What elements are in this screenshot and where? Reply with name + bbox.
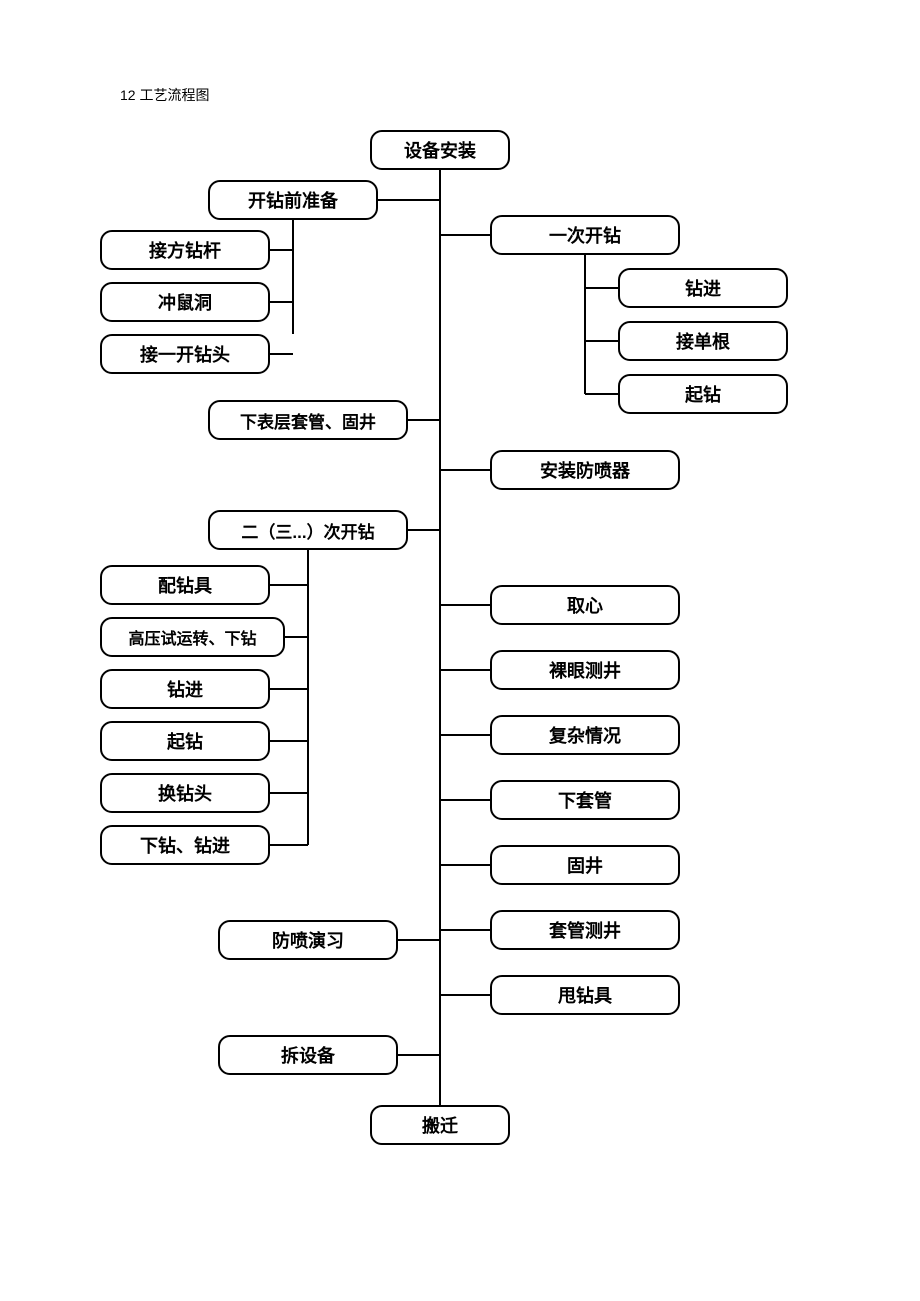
flow-node: 拆设备 — [218, 1035, 398, 1075]
flow-node: 钻进 — [618, 268, 788, 308]
flow-node: 接单根 — [618, 321, 788, 361]
flow-node-label: 拆设备 — [281, 1042, 335, 1068]
flow-node-label: 高压试运转、下钻 — [128, 625, 256, 649]
flow-node: 高压试运转、下钻 — [100, 617, 285, 657]
flow-node-label: 防喷演习 — [272, 927, 344, 953]
flow-node-label: 安装防喷器 — [540, 457, 630, 483]
flow-node: 接一开钻头 — [100, 334, 270, 374]
flow-node: 取心 — [490, 585, 680, 625]
flow-node-label: 接方钻杆 — [149, 237, 221, 263]
flow-node: 套管测井 — [490, 910, 680, 950]
flow-node-label: 冲鼠洞 — [158, 289, 212, 315]
flow-node: 接方钻杆 — [100, 230, 270, 270]
flow-node-label: 取心 — [567, 592, 603, 618]
flow-node: 换钻头 — [100, 773, 270, 813]
flow-node: 甩钻具 — [490, 975, 680, 1015]
flow-node-label: 起钻 — [685, 381, 721, 407]
flow-node: 裸眼测井 — [490, 650, 680, 690]
flow-node: 配钻具 — [100, 565, 270, 605]
flow-node: 复杂情况 — [490, 715, 680, 755]
flow-node-label: 搬迁 — [422, 1112, 458, 1138]
flow-node: 固井 — [490, 845, 680, 885]
flow-node: 安装防喷器 — [490, 450, 680, 490]
flow-node-label: 钻进 — [685, 275, 721, 301]
flow-node-label: 接一开钻头 — [140, 341, 230, 367]
flow-node-label: 换钻头 — [158, 780, 212, 806]
flow-node-label: 固井 — [567, 852, 603, 878]
flow-node: 下钻、钻进 — [100, 825, 270, 865]
flow-node-label: 开钻前准备 — [248, 187, 338, 213]
flow-node-label: 接单根 — [676, 328, 730, 354]
flow-node: 起钻 — [618, 374, 788, 414]
flow-node-label: 甩钻具 — [558, 982, 612, 1008]
flow-node-label: 二（三...）次开钻 — [241, 518, 374, 543]
flow-node-label: 钻进 — [167, 676, 203, 702]
flow-node-label: 配钻具 — [158, 572, 212, 598]
flow-node: 冲鼠洞 — [100, 282, 270, 322]
flow-node-label: 起钻 — [167, 728, 203, 754]
flow-node: 下表层套管、固井 — [208, 400, 408, 440]
flow-node-label: 下表层套管、固井 — [240, 408, 376, 433]
flow-node: 钻进 — [100, 669, 270, 709]
flow-node: 防喷演习 — [218, 920, 398, 960]
flow-node: 搬迁 — [370, 1105, 510, 1145]
flow-node-label: 复杂情况 — [549, 722, 621, 748]
flow-node: 二（三...）次开钻 — [208, 510, 408, 550]
flow-node: 设备安装 — [370, 130, 510, 170]
flow-node-label: 下钻、钻进 — [140, 832, 230, 858]
flow-node-label: 裸眼测井 — [549, 657, 621, 683]
flow-node: 下套管 — [490, 780, 680, 820]
flow-node: 一次开钻 — [490, 215, 680, 255]
flowchart-canvas: 12 工艺流程图 设备安装开钻前准备接方钻杆冲鼠洞接一开钻头一次开钻钻进接单根起… — [0, 0, 920, 1301]
flow-node-label: 一次开钻 — [549, 222, 621, 248]
flow-node: 起钻 — [100, 721, 270, 761]
flow-node-label: 设备安装 — [404, 137, 476, 163]
flow-node-label: 套管测井 — [549, 917, 621, 943]
flow-node-label: 下套管 — [558, 787, 612, 813]
flow-node: 开钻前准备 — [208, 180, 378, 220]
page-title: 12 工艺流程图 — [120, 85, 209, 105]
